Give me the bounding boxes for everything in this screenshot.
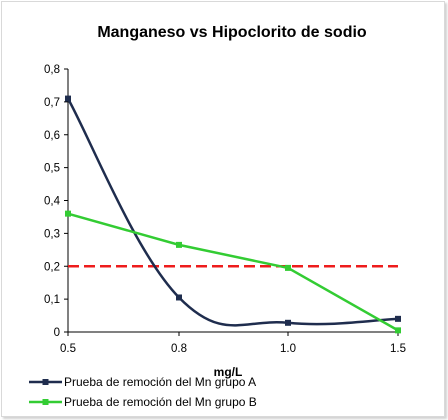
series-0-point xyxy=(285,319,291,326)
series-0-point xyxy=(395,315,401,322)
legend-1-marker xyxy=(42,399,49,405)
legend-0-label: Prueba de remoción del Mn grupo A xyxy=(64,375,256,389)
y-tick-label: 0 xyxy=(54,327,60,339)
series-1-point xyxy=(285,264,291,271)
series-1-point xyxy=(395,327,401,334)
series-0-point xyxy=(176,294,182,301)
y-tick-label: 0,3 xyxy=(44,228,60,240)
legend: Prueba de remoción del Mn grupo A Prueba … xyxy=(29,375,257,409)
series-0-line xyxy=(66,97,399,327)
axes: 0 0,1 0,2 0,3 0,4 0,5 0,6 0,7 0,8 0.5 0.8 1.0 1.5 xyxy=(44,64,406,355)
chart-title: Manganeso vs Hipoclorito de sodio xyxy=(97,24,367,41)
legend-1-label: Prueba de remoción del Mn grupo B xyxy=(64,395,257,409)
x-tick-label: 0.5 xyxy=(60,343,76,355)
y-tick-label: 0,8 xyxy=(44,64,60,76)
legend-0-marker xyxy=(42,379,49,385)
x-tick-label: 1.5 xyxy=(390,343,406,355)
x-tick-label: 1.0 xyxy=(280,343,296,355)
series-lines xyxy=(65,95,401,334)
y-tick-label: 0,6 xyxy=(44,130,60,142)
y-tick-label: 0,7 xyxy=(44,97,60,109)
x-axis-label: mg/L xyxy=(214,365,243,379)
y-tick-label: 0,4 xyxy=(44,196,61,208)
y-tick-label: 0,1 xyxy=(44,294,60,306)
y-tick-label: 0,5 xyxy=(44,163,60,175)
x-tick-label: 0.8 xyxy=(171,343,187,355)
y-tick-label: 0,2 xyxy=(44,261,60,273)
series-1-point xyxy=(176,241,182,248)
series-0-point xyxy=(65,95,71,102)
series-1-line xyxy=(67,212,399,332)
series-1-point xyxy=(65,210,71,217)
